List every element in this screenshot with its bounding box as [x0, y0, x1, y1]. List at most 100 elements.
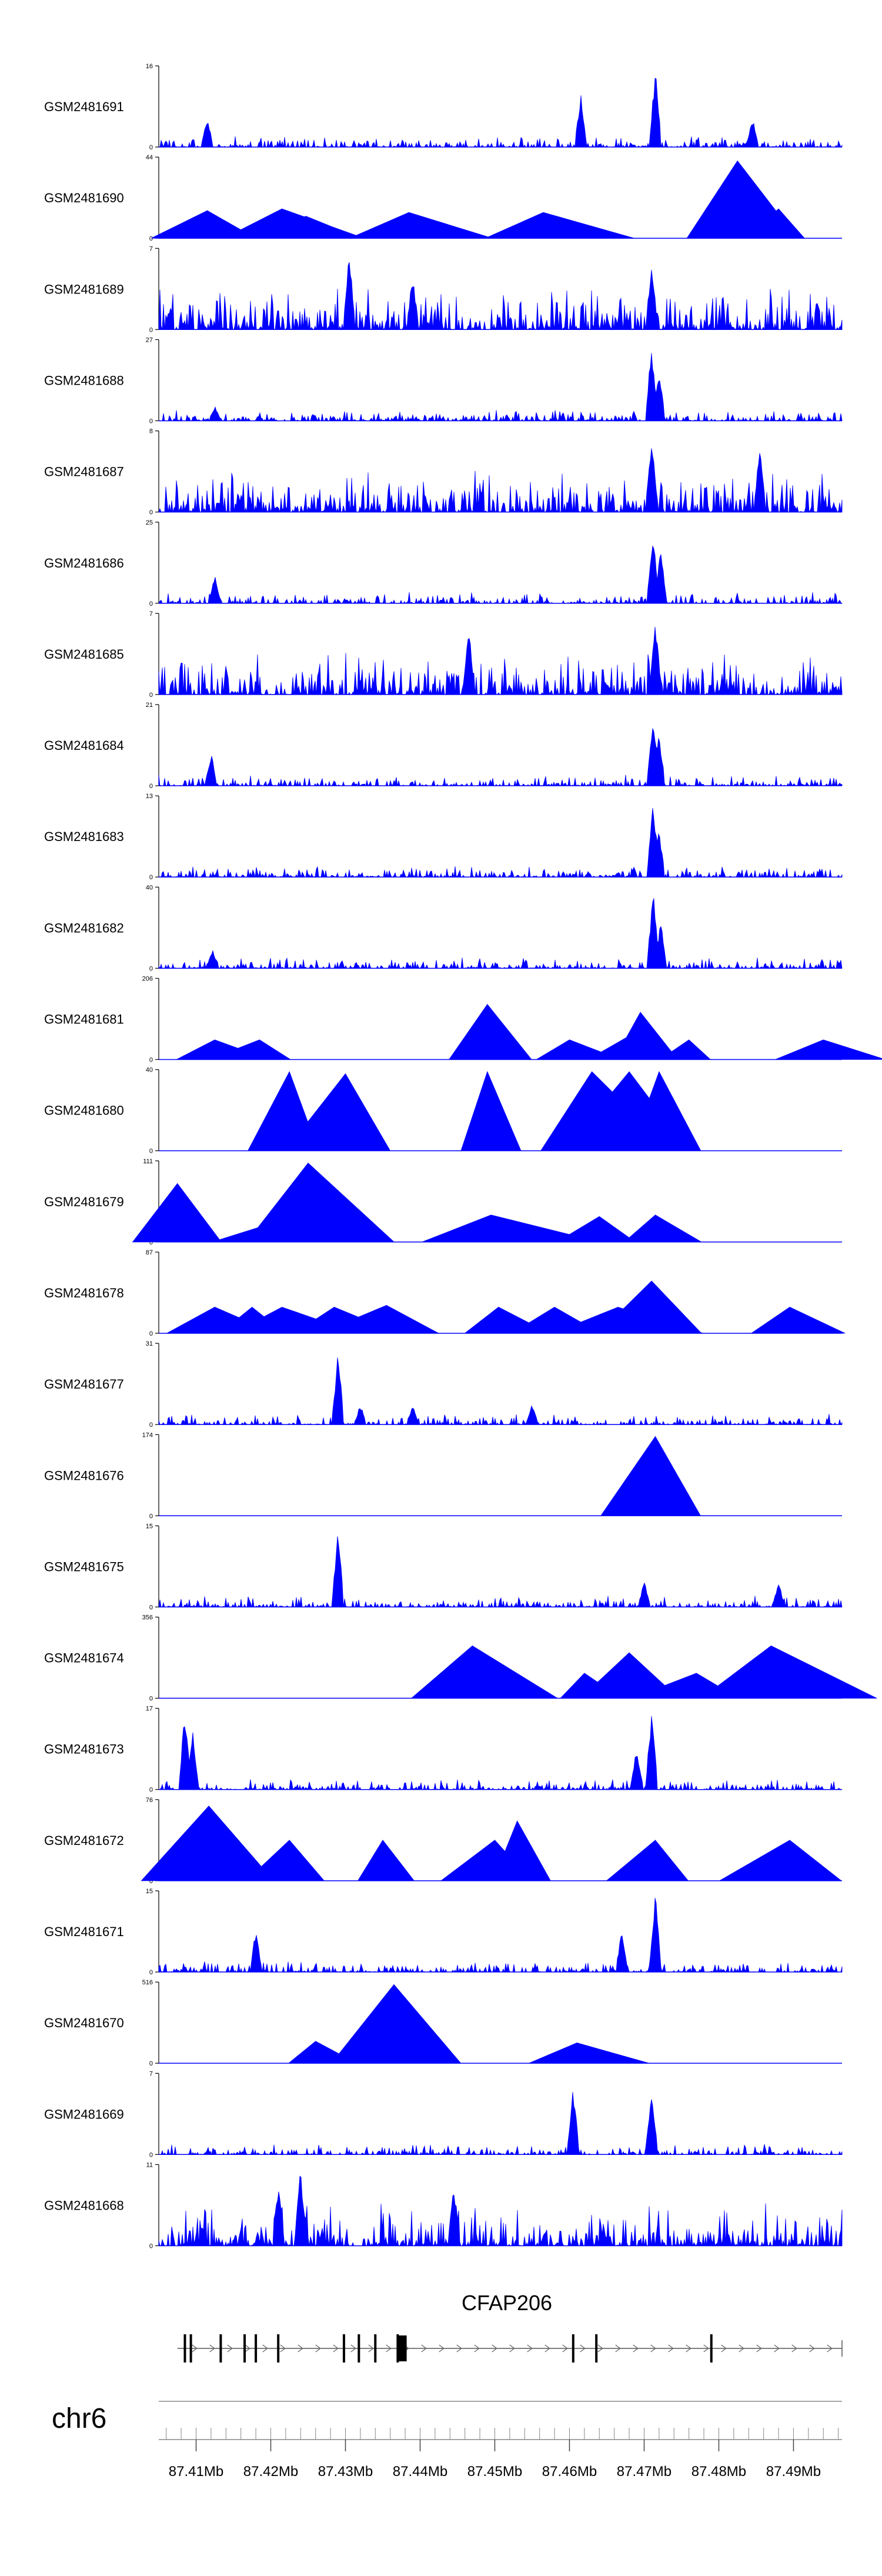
strand-arrow	[350, 2344, 356, 2353]
track-label: GSM2481688	[44, 373, 124, 388]
y-min-label: 0	[149, 1148, 153, 1155]
track-label: GSM2481681	[44, 1012, 124, 1027]
y-max-label: 40	[146, 1067, 153, 1074]
y-min-label: 0	[149, 1787, 153, 1794]
signal-area	[158, 448, 843, 513]
y-min-label: 0	[149, 692, 153, 699]
track-GSM2481686: GSM2481686 25 0	[44, 519, 843, 608]
strand-arrow	[615, 2344, 621, 2353]
y-min-label: 0	[149, 144, 153, 151]
track-label: GSM2481691	[44, 99, 124, 114]
y-max-label: 27	[146, 336, 153, 343]
strand-arrow	[474, 2344, 480, 2353]
axis-tick-label: 87.47Mb	[617, 2464, 671, 2480]
signal-area	[158, 1536, 843, 1608]
track-GSM2481672: GSM2481672 76 0	[44, 1797, 842, 1885]
signal-area	[166, 1280, 846, 1334]
y-max-label: 206	[142, 976, 153, 983]
strand-arrow	[456, 2344, 462, 2353]
track-label: GSM2481689	[44, 282, 124, 296]
gene-exon	[710, 2334, 713, 2363]
gene-exon-block	[397, 2335, 407, 2361]
axis-tick-label: 87.41Mb	[169, 2464, 223, 2480]
strand-arrow	[227, 2344, 233, 2353]
strand-arrow	[509, 2344, 515, 2353]
y-max-label: 174	[142, 1432, 153, 1439]
gene-exon	[243, 2334, 246, 2363]
strand-arrow	[315, 2344, 321, 2353]
gene-exon	[277, 2334, 280, 2363]
track-label: GSM2481678	[44, 1286, 124, 1300]
y-min-label: 0	[149, 1878, 153, 1885]
track-GSM2481681: GSM2481681 206 0	[44, 976, 882, 1064]
y-max-label: 7	[149, 245, 153, 252]
track-GSM2481685: GSM2481685 7 0	[44, 610, 843, 699]
y-min-label: 0	[149, 874, 153, 881]
y-min-label: 0	[149, 1239, 153, 1246]
track-GSM2481671: GSM2481671 15 0	[44, 1888, 843, 1976]
gene-name-label: CFAP206	[462, 2291, 552, 2315]
gene-exon	[595, 2334, 598, 2363]
y-max-label: 7	[149, 2070, 153, 2077]
track-label: GSM2481668	[44, 2198, 124, 2213]
strand-arrow	[809, 2344, 815, 2353]
y-min-label: 0	[149, 418, 153, 425]
y-max-label: 356	[142, 1614, 153, 1621]
strand-arrow	[580, 2344, 586, 2353]
signal-area	[132, 1162, 703, 1243]
strand-arrow	[298, 2344, 303, 2353]
y-max-label: 31	[146, 1340, 153, 1347]
y-max-label: 15	[146, 1888, 153, 1895]
y-min-label: 0	[149, 1057, 153, 1064]
chromosome-label: chr6	[52, 2403, 106, 2434]
track-label: GSM2481669	[44, 2107, 124, 2121]
y-min-label: 0	[149, 1422, 153, 1429]
track-label: GSM2481670	[44, 2016, 124, 2030]
genome-axis: chr6 87.41Mb 87.42Mb 87.43Mb 87.44Mb 87.45Mb…	[52, 2401, 842, 2480]
strand-arrow	[756, 2344, 762, 2353]
gene-exon	[255, 2334, 258, 2363]
y-max-label: 8	[149, 428, 153, 435]
strand-arrow	[386, 2344, 392, 2353]
y-min-label: 0	[149, 235, 153, 242]
track-GSM2481688: GSM2481688 27 0	[44, 336, 843, 425]
strand-arrow	[703, 2344, 709, 2353]
strand-arrow	[562, 2344, 568, 2353]
strand-arrow	[774, 2344, 780, 2353]
axis-tick-label: 87.45Mb	[467, 2464, 522, 2480]
y-max-label: 11	[146, 2161, 153, 2168]
strand-arrow	[368, 2344, 374, 2353]
track-GSM2481670: GSM2481670 516 0	[44, 1979, 842, 2067]
track-GSM2481682: GSM2481682 40 0	[44, 884, 843, 972]
track-GSM2481684: GSM2481684 21 0	[44, 702, 843, 790]
track-GSM2481680: GSM2481680 40 0	[44, 1067, 842, 1155]
strand-arrow	[492, 2344, 497, 2353]
axis-tick-label: 87.49Mb	[766, 2464, 821, 2480]
track-GSM2481674: GSM2481674 356 0	[44, 1614, 877, 1703]
track-label: GSM2481677	[44, 1377, 124, 1392]
signal-area	[176, 1004, 882, 1060]
gene-exon	[342, 2334, 345, 2363]
axis-tick-label: 87.44Mb	[393, 2464, 447, 2480]
track-GSM2481690: GSM2481690 44 0	[44, 154, 842, 242]
y-max-label: 25	[146, 519, 153, 526]
y-max-label: 87	[146, 1249, 153, 1256]
track-label: GSM2481684	[44, 738, 124, 753]
strand-arrow	[597, 2344, 603, 2353]
track-GSM2481691: GSM2481691 16 0	[44, 63, 843, 151]
track-GSM2481677: GSM2481677 31 0	[44, 1340, 843, 1429]
track-label: GSM2481685	[44, 647, 124, 662]
y-min-label: 0	[149, 965, 153, 972]
gene-exon	[219, 2334, 222, 2363]
y-max-label: 7	[149, 610, 153, 618]
axis-tick-label: 87.48Mb	[691, 2464, 746, 2480]
track-label: GSM2481676	[44, 1468, 124, 1483]
gene-exon	[189, 2334, 192, 2363]
track-label: GSM2481687	[44, 465, 124, 479]
track-label: GSM2481675	[44, 1559, 124, 1574]
y-max-label: 17	[146, 1706, 153, 1713]
gene-exon	[572, 2334, 574, 2363]
track-GSM2481668: GSM2481668 11 0	[44, 2161, 843, 2250]
track-GSM2481678: GSM2481678 87 0	[44, 1249, 846, 1337]
strand-arrow	[739, 2344, 744, 2353]
